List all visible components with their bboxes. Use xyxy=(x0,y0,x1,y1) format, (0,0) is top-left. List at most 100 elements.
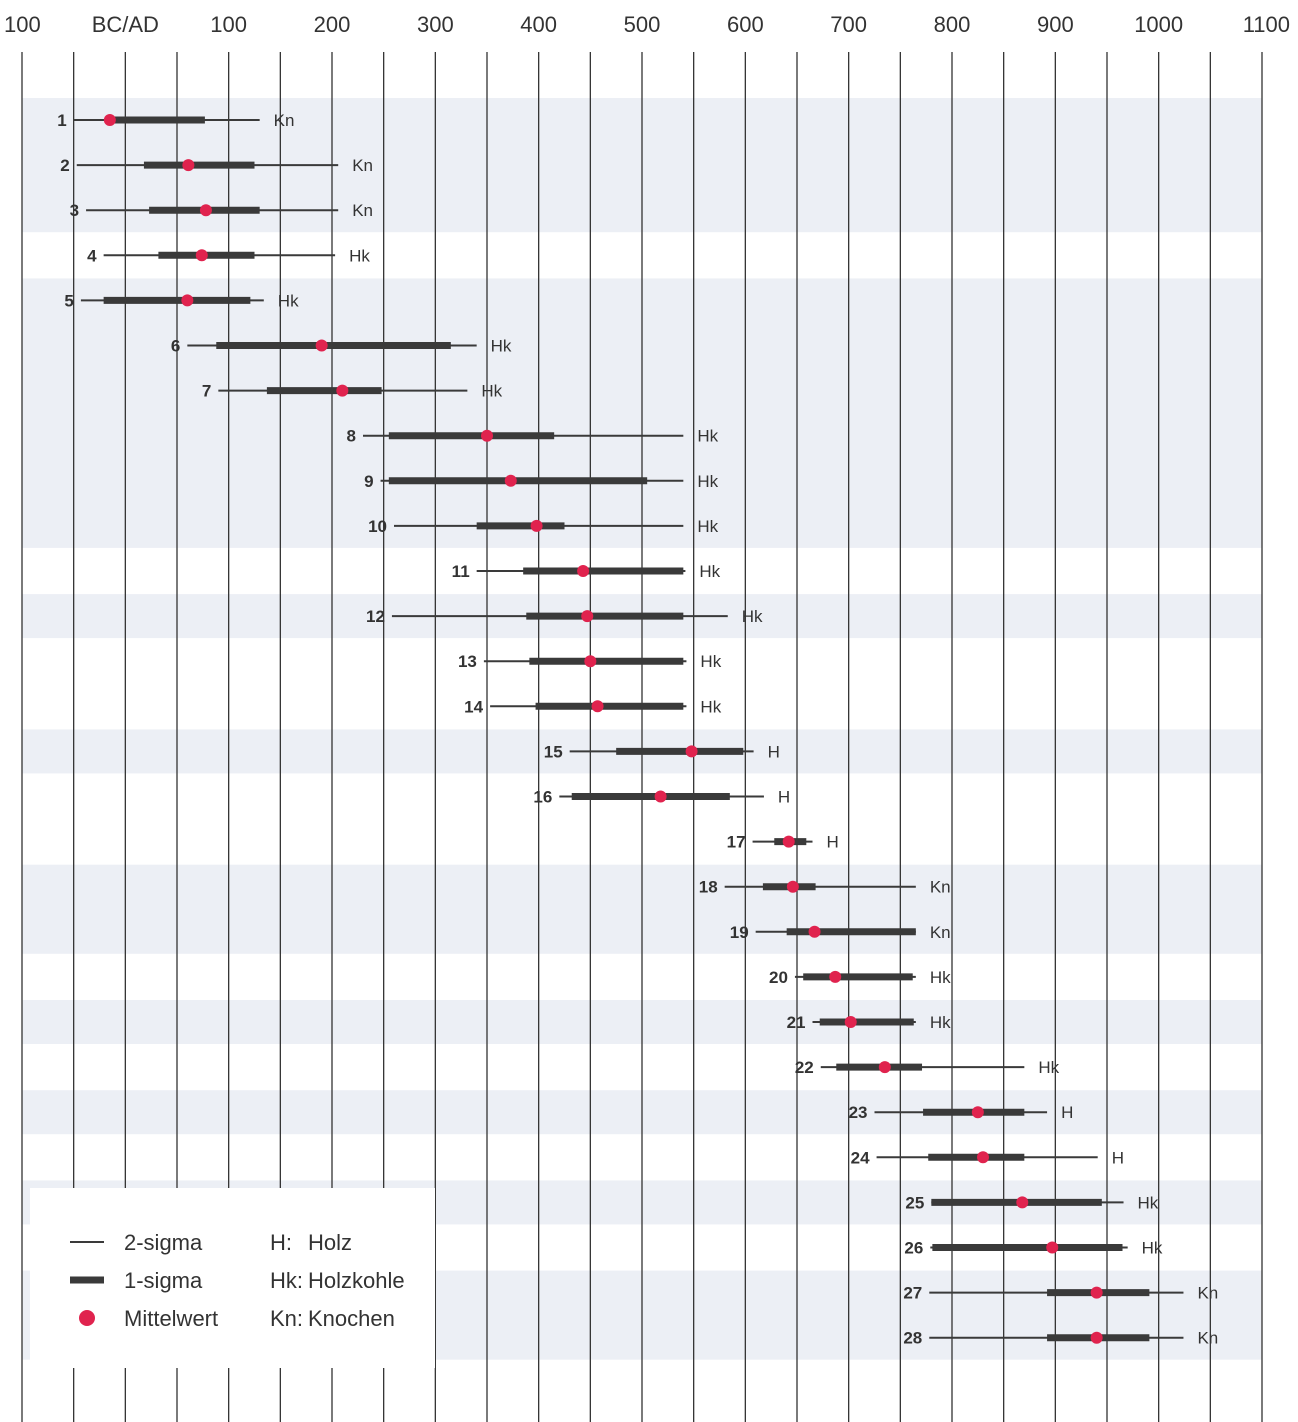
row-material-label: Kn xyxy=(1197,1329,1218,1348)
row-material-label: Hk xyxy=(700,652,721,671)
data-row: 6 Hk xyxy=(171,337,512,356)
data-row: 2 Kn xyxy=(60,156,373,175)
mean-point xyxy=(581,610,594,623)
mean-point xyxy=(844,1016,857,1028)
mean-point xyxy=(103,114,116,126)
data-row: 8 Hk xyxy=(347,427,719,446)
axis-tick-label: 800 xyxy=(934,12,971,37)
row-material-label: Hk xyxy=(742,607,763,626)
mean-point xyxy=(584,655,597,668)
legend-material-key-h: H: xyxy=(270,1230,292,1255)
data-row: 21 Hk xyxy=(787,1013,952,1032)
axis-tick-label: 1000 xyxy=(1134,12,1183,37)
data-row: 7 Hk xyxy=(202,382,503,401)
row-material-label: H xyxy=(827,833,839,852)
row-number-label: 10 xyxy=(368,517,387,536)
row-number-label: 19 xyxy=(730,923,749,942)
mean-point xyxy=(591,700,604,713)
row-number-label: 23 xyxy=(849,1103,868,1122)
row-material-label: Hk xyxy=(697,427,718,446)
mean-point xyxy=(971,1106,984,1119)
axis-tick-labels: 100 BC/AD 100 200 300 400 500 600 700 800 900 1000 1… xyxy=(4,12,1290,37)
axis-tick-label: 300 xyxy=(417,12,454,37)
mean-point xyxy=(199,204,212,217)
row-material-label: H xyxy=(1061,1103,1073,1122)
row-number-label: 11 xyxy=(452,562,470,581)
axis-tick-label: 100 xyxy=(210,12,247,37)
axis-tick-label: 400 xyxy=(520,12,557,37)
legend-material-name-hk: Holzkohle xyxy=(308,1268,405,1293)
row-number-label: 7 xyxy=(202,382,211,401)
mean-point xyxy=(530,519,543,532)
axis-tick-label: 600 xyxy=(727,12,764,37)
mean-point xyxy=(1090,1286,1103,1299)
data-row: 16 H xyxy=(533,788,790,807)
row-number-label: 9 xyxy=(364,472,373,491)
row-material-label: Kn xyxy=(930,923,951,942)
row-number-label: 21 xyxy=(787,1013,806,1032)
mean-point xyxy=(808,925,821,938)
row-material-label: Hk xyxy=(930,1013,951,1032)
row-number-label: 12 xyxy=(366,607,385,626)
row-number-label: 2 xyxy=(60,156,69,175)
mean-point xyxy=(481,429,493,442)
legend-material-name-h: Holz xyxy=(308,1230,352,1255)
row-number-label: 22 xyxy=(795,1058,814,1077)
legend-material-key-kn: Kn: xyxy=(270,1306,303,1331)
mean-point xyxy=(336,384,349,397)
data-row: 15 H xyxy=(544,742,780,761)
row-material-label: H xyxy=(1112,1148,1124,1167)
data-row: 27 Kn xyxy=(903,1284,1218,1303)
data-row: 23 H xyxy=(849,1103,1074,1122)
row-material-label: Hk xyxy=(349,246,370,265)
mean-point xyxy=(195,249,208,262)
data-row: 19 Kn xyxy=(730,923,951,942)
row-number-label: 28 xyxy=(903,1329,922,1348)
row-material-label: Hk xyxy=(930,968,951,987)
row-number-label: 25 xyxy=(905,1193,924,1212)
data-row: 17 H xyxy=(727,833,839,852)
row-material-label: Kn xyxy=(930,878,951,897)
mean-point xyxy=(829,970,842,983)
row-material-label: Kn xyxy=(352,156,373,175)
row-number-label: 26 xyxy=(904,1239,923,1258)
row-material-label: Kn xyxy=(274,111,295,130)
row-material-label: Hk xyxy=(697,472,718,491)
data-row: 10 Hk xyxy=(368,517,719,536)
row-number-label: 3 xyxy=(70,201,79,220)
row-number-label: 14 xyxy=(464,697,483,716)
row-number-label: 5 xyxy=(64,291,73,310)
data-row: 12 Hk xyxy=(366,607,763,626)
mean-point xyxy=(654,790,667,803)
row-number-label: 27 xyxy=(903,1284,922,1303)
row-number-label: 16 xyxy=(533,788,552,807)
row-material-label: Hk xyxy=(1138,1193,1159,1212)
row-material-label: Hk xyxy=(1038,1058,1059,1077)
row-material-label: Hk xyxy=(700,697,721,716)
row-number-label: 17 xyxy=(727,833,746,852)
mean-point xyxy=(577,565,590,577)
axis-tick-label: BC/AD xyxy=(92,12,159,37)
mean-point xyxy=(685,745,698,758)
row-material-label: Hk xyxy=(481,382,502,401)
mean-point xyxy=(315,339,328,352)
legend: 2-sigma 1-sigma Mittelwert H: Holz Hk: H… xyxy=(70,1230,405,1331)
legend-material-key-hk: Hk: xyxy=(270,1268,303,1293)
data-row: 3 Kn xyxy=(70,201,373,220)
axis-tick-label: 900 xyxy=(1037,12,1074,37)
legend-1sigma-label: 1-sigma xyxy=(124,1268,203,1293)
mean-point xyxy=(782,835,795,848)
mean-point xyxy=(181,294,194,307)
mean-point xyxy=(1016,1196,1029,1209)
row-material-label: H xyxy=(778,788,790,807)
row-material-label: Hk xyxy=(697,517,718,536)
mean-point xyxy=(786,880,799,893)
row-material-label: Hk xyxy=(491,337,512,356)
data-row: 22 Hk xyxy=(795,1058,1060,1077)
row-number-label: 18 xyxy=(699,878,718,897)
data-row: 24 H xyxy=(851,1148,1124,1167)
row-number-label: 4 xyxy=(87,246,97,265)
data-row: 11 Hk xyxy=(452,562,721,581)
